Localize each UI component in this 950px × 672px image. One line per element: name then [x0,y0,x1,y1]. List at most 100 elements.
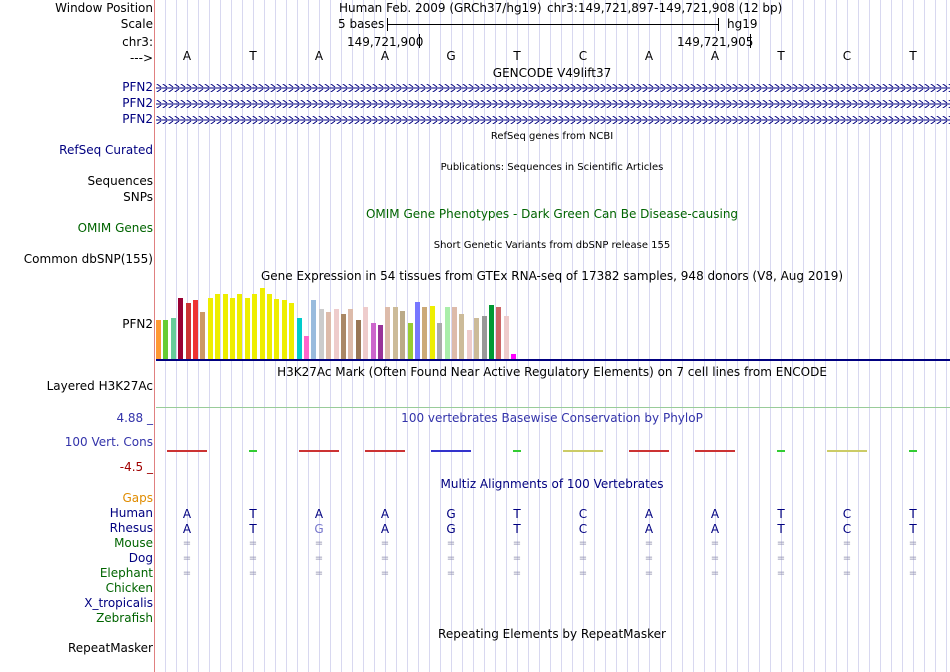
gtex-tissue-bar[interactable] [489,305,494,359]
grid-line [671,0,672,672]
gencode-gene-label-3[interactable]: PFN2 [122,112,153,126]
grid-line [858,0,859,672]
phylop-score-bar [431,450,471,452]
assembly-text: Human Feb. 2009 (GRCh37/hg19) [339,1,542,15]
gtex-tissue-bar[interactable] [452,307,457,359]
grid-line [847,0,848,672]
gtex-tissue-bar[interactable] [341,314,346,359]
gtex-tissue-bar[interactable] [178,298,184,359]
gtex-tissue-bar[interactable] [193,300,198,359]
gtex-tissue-bar[interactable] [311,300,317,359]
gtex-tissue-bar[interactable] [267,294,272,359]
gtex-tissue-bar[interactable] [385,307,391,359]
cons-label[interactable]: 100 Vert. Cons [64,435,153,449]
gaps-label[interactable]: Gaps [122,491,153,505]
alignment-base: = [776,568,786,579]
gtex-tissue-bar[interactable] [215,294,221,359]
gtex-tissue-bar[interactable] [444,307,450,359]
grid-line [627,0,628,672]
gencode-gene-label-2[interactable]: PFN2 [122,96,153,110]
gtex-title: Gene Expression in 54 tissues from GTEx … [260,269,844,283]
gtex-tissue-bar[interactable] [289,303,295,359]
gtex-tissue-bar[interactable] [355,320,361,359]
gtex-tissue-bar[interactable] [281,300,287,359]
dbsnp-label[interactable]: Common dbSNP(155) [23,252,153,266]
alignment-base: = [908,568,918,579]
gtex-tissue-bar[interactable] [437,323,443,359]
gtex-tissue-bar[interactable] [326,312,332,359]
gtex-tissue-bar[interactable] [163,320,169,359]
snps-label[interactable]: SNPs [123,190,153,204]
alignment-base: C [578,507,588,521]
gtex-tissue-bar[interactable] [230,298,235,359]
label-divider [154,0,155,672]
h3k27ac-label[interactable]: Layered H3K27Ac [46,379,153,393]
species-label[interactable]: Zebrafish [96,611,153,625]
gtex-tissue-bar[interactable] [156,320,161,359]
gtex-tissue-bar[interactable] [474,318,480,359]
gencode-gene-label-1[interactable]: PFN2 [122,80,153,94]
species-label[interactable]: Elephant [99,566,153,580]
gtex-tissue-bar[interactable] [466,330,472,359]
species-label[interactable]: Chicken [105,581,153,595]
omim-label[interactable]: OMIM Genes [77,221,153,235]
gtex-tissue-bar[interactable] [415,302,420,359]
gtex-tissue-bar[interactable] [296,318,302,359]
alignment-base: = [446,568,456,579]
gtex-tissue-bar[interactable] [200,312,206,359]
gtex-tissue-bar[interactable] [222,294,228,359]
gtex-tissue-bar[interactable] [459,314,465,359]
refseq-label[interactable]: RefSeq Curated [59,143,153,157]
alignment-base: = [842,538,852,549]
pubs-title: Publications: Sequences in Scientific Ar… [440,162,664,173]
gtex-tissue-bar[interactable] [392,307,398,359]
gtex-tissue-bar[interactable] [496,307,502,359]
grid-line [770,0,771,672]
species-label[interactable]: X_tropicalis [84,596,153,610]
gtex-tissue-bar[interactable] [378,325,383,359]
gtex-tissue-bar[interactable] [370,323,376,359]
alignment-base: = [776,553,786,564]
gtex-tissue-bar[interactable] [429,306,435,359]
gtex-tissue-bar[interactable] [244,298,250,359]
db-text: hg19 [727,17,758,31]
gtex-tissue-bar[interactable] [318,309,324,359]
gtex-tissue-bar[interactable] [400,311,406,359]
gtex-tissue-bar[interactable] [207,298,213,359]
species-label[interactable]: Dog [128,551,153,565]
gtex-tissue-bar[interactable] [511,354,517,359]
gencode-transcript-2 [156,100,950,108]
gtex-tissue-bar[interactable] [259,288,265,359]
gtex-tissue-bar[interactable] [185,303,191,359]
grid-line [495,0,496,672]
grid-line [220,0,221,672]
alignment-base: G [446,522,456,536]
repeatmasker-label[interactable]: RepeatMasker [67,641,153,655]
grid-line [737,0,738,672]
alignment-base: C [842,507,852,521]
gtex-bar-chart[interactable] [156,284,556,359]
gtex-label[interactable]: PFN2 [122,317,153,331]
alignment-base: = [908,553,918,564]
species-label[interactable]: Mouse [114,536,153,550]
alignment-base: = [380,538,390,549]
species-label[interactable]: Human [109,506,153,520]
gtex-tissue-bar[interactable] [422,307,428,359]
gtex-tissue-bar[interactable] [481,316,487,359]
alignment-base: = [644,568,654,579]
sequences-label[interactable]: Sequences [87,174,153,188]
species-label[interactable]: Rhesus [109,521,153,535]
gtex-tissue-bar[interactable] [304,336,309,359]
gtex-tissue-bar[interactable] [170,318,176,359]
gtex-tissue-bar[interactable] [237,294,243,359]
grid-line [781,0,782,672]
gtex-tissue-bar[interactable] [333,309,339,359]
gtex-tissue-bar[interactable] [274,299,280,359]
gtex-tissue-bar[interactable] [348,309,354,359]
gtex-tissue-bar[interactable] [252,294,258,359]
gtex-tissue-bar[interactable] [363,307,369,359]
grid-line [605,0,606,672]
gtex-tissue-bar[interactable] [503,316,509,359]
gencode-transcripts[interactable] [156,80,950,128]
gtex-tissue-bar[interactable] [407,323,413,359]
